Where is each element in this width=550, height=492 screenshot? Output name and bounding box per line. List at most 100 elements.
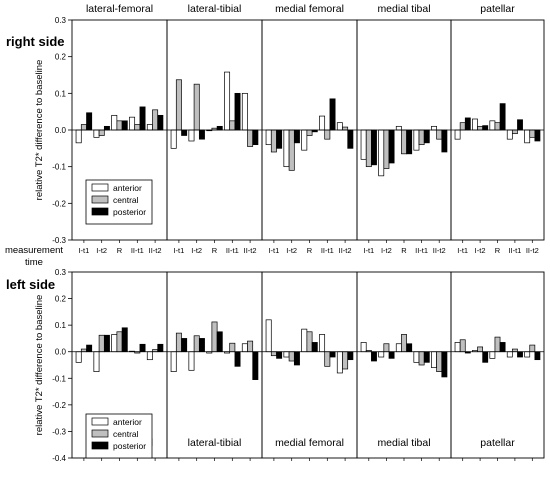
bar-posterior — [252, 351, 259, 380]
xaxis-caption-line2: time — [25, 257, 43, 268]
bar-anterior — [524, 129, 531, 144]
bar-anterior — [431, 125, 437, 131]
bar-posterior — [103, 125, 110, 131]
bar-posterior — [181, 129, 188, 136]
bar-posterior — [103, 334, 110, 353]
legend-label-posterior: posterior — [113, 441, 146, 451]
panel-title: medial tibal — [377, 437, 430, 449]
bar-anterior — [336, 351, 343, 374]
bar-anterior — [188, 351, 195, 371]
x-tick-label: II-t2 — [149, 246, 162, 255]
bar-anterior — [170, 129, 177, 149]
bar-anterior — [188, 129, 195, 142]
bar-posterior — [388, 129, 395, 164]
bar-posterior — [157, 343, 164, 353]
bar-central — [211, 321, 218, 353]
bar-posterior — [406, 343, 413, 353]
bar-posterior — [198, 338, 205, 353]
y-tick-label: 0.3 — [55, 16, 67, 25]
panel-medial-tibal: medial tibal — [356, 271, 452, 461]
chart-left-side: left side relative T2* difference to base… — [6, 268, 545, 463]
bar-central — [193, 335, 200, 353]
legend-swatch-central — [91, 429, 109, 438]
bar-central — [175, 332, 182, 353]
bar-posterior — [198, 129, 205, 140]
bar-posterior — [121, 120, 128, 131]
legend-swatch-posterior — [91, 207, 109, 216]
x-tick-label: I-t1 — [78, 246, 89, 255]
bar-anterior — [75, 129, 82, 144]
y-tick-label: -0.2 — [52, 401, 66, 410]
panel-title: medial femoral — [275, 437, 344, 449]
bar-posterior — [139, 343, 146, 353]
bar-central — [247, 129, 254, 147]
bar-posterior — [371, 351, 377, 362]
bar-posterior — [534, 351, 541, 361]
bar-posterior — [423, 351, 430, 363]
bar-posterior — [276, 351, 283, 359]
bar-posterior — [371, 129, 377, 166]
bar-central — [270, 129, 277, 153]
bar-anterior — [378, 129, 385, 177]
y-tick-label: 0.3 — [55, 268, 67, 277]
bar-central — [288, 351, 295, 362]
bar-posterior — [276, 129, 283, 149]
y-tick-label: 0.1 — [55, 89, 67, 98]
x-tick-label: II-t2 — [244, 246, 257, 255]
y-tick-label: -0.3 — [52, 236, 66, 245]
bar-anterior — [241, 343, 248, 353]
x-tick-label: R — [401, 246, 407, 255]
bar-central — [436, 351, 443, 372]
chart-title: left side — [6, 277, 55, 292]
x-tick-label: II-t2 — [526, 246, 539, 255]
bar-posterior — [517, 351, 523, 358]
legend-label-central: central — [113, 195, 139, 205]
bar-posterior — [441, 129, 448, 153]
bar-posterior — [517, 119, 523, 131]
bar-anterior — [413, 129, 420, 151]
bar-posterior — [388, 351, 395, 359]
legend-label-anterior: anterior — [113, 417, 142, 427]
bar-anterior — [319, 334, 326, 353]
bar-posterior — [347, 351, 354, 361]
bar-central — [383, 129, 390, 169]
panel-title: patellar — [480, 437, 515, 449]
bar-anterior — [301, 129, 308, 151]
bar-posterior — [181, 338, 188, 353]
x-tick-label: II-t1 — [226, 246, 239, 255]
bar-anterior — [93, 129, 100, 138]
bar-anterior — [283, 351, 290, 358]
bar-anterior — [413, 351, 420, 363]
panels-layer: right side relative T2* difference to bas… — [6, 3, 545, 463]
panel-frame — [166, 271, 263, 459]
bar-posterior — [157, 114, 164, 131]
legend-swatch-anterior — [91, 417, 109, 426]
y-tick-label: -0.1 — [52, 374, 66, 383]
bar-central — [306, 331, 313, 353]
bar-central — [494, 336, 501, 353]
bar-central — [193, 83, 200, 131]
bar-posterior — [293, 129, 300, 144]
bar-central — [116, 331, 123, 353]
legend-swatch-central — [91, 195, 109, 204]
bar-anterior — [170, 351, 177, 372]
bar-posterior — [423, 129, 430, 144]
legend: anterior central posterior — [85, 179, 153, 225]
bar-anterior — [395, 125, 402, 131]
bar-central — [365, 129, 372, 168]
bar-anterior — [93, 351, 100, 372]
bar-anterior — [506, 351, 513, 358]
bar-anterior — [506, 129, 513, 140]
panel-title: lateral-tibial — [188, 437, 242, 449]
y-tick-label: 0.0 — [55, 348, 67, 357]
legend-swatch-posterior — [91, 441, 109, 450]
bar-anterior — [146, 124, 153, 131]
bar-posterior — [121, 327, 128, 353]
x-tick-label: II-t1 — [415, 246, 428, 255]
bar-posterior — [406, 129, 413, 155]
y-tick-label: -0.2 — [52, 199, 66, 208]
bar-anterior — [75, 351, 82, 363]
bar-anterior — [319, 115, 326, 131]
x-tick-label: I-t2 — [191, 246, 202, 255]
bar-anterior — [265, 129, 272, 146]
